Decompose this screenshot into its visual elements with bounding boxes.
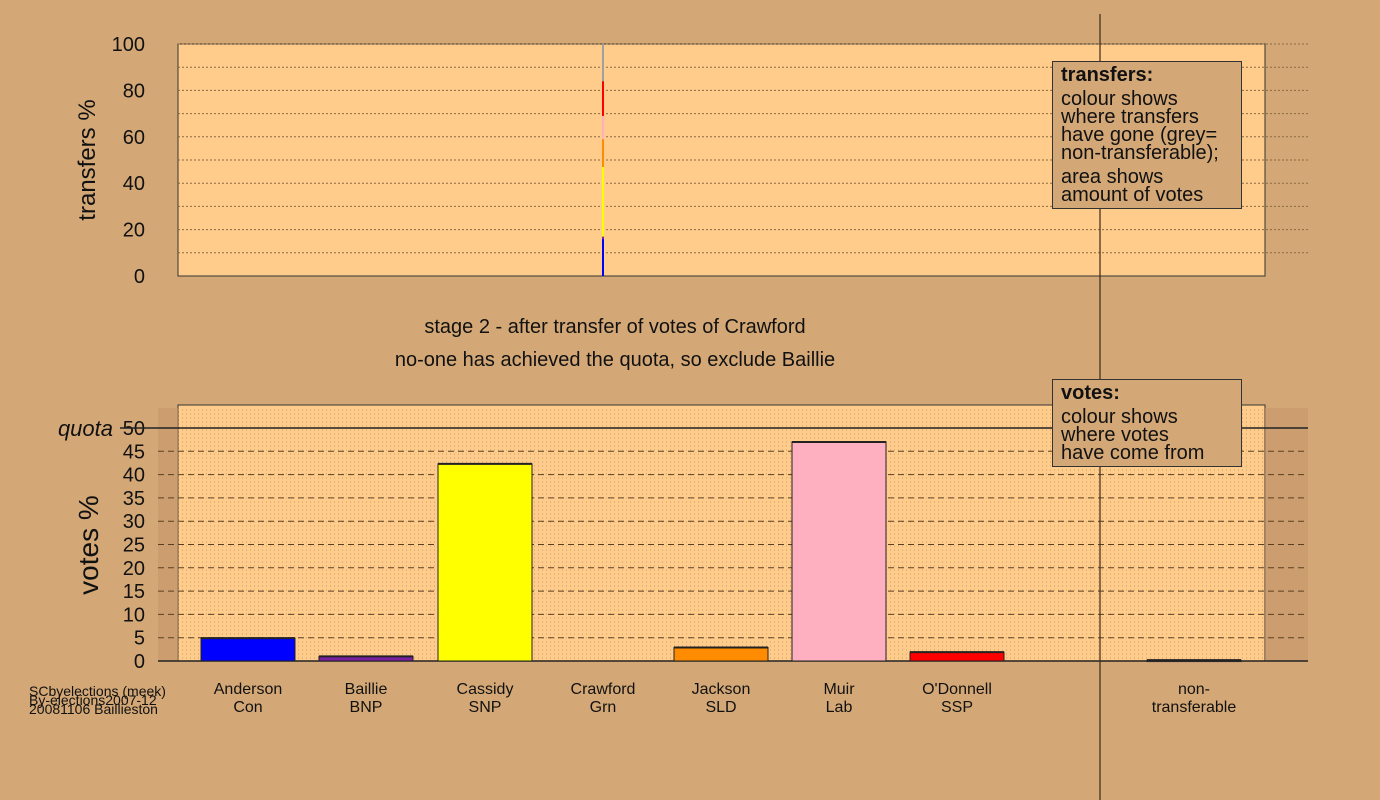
vote-bar <box>673 646 769 662</box>
candidate-name-label: Baillie <box>345 681 388 698</box>
candidate-party-label: SSP <box>941 699 973 716</box>
footer-line: SCbyelections (meek) <box>29 683 166 699</box>
candidate-name-label: non- <box>1178 681 1210 698</box>
votes-y-tick-label: 15 <box>123 581 145 603</box>
votes-legend-line: colour shows <box>1061 406 1178 428</box>
votes-y-axis-label: votes % <box>73 495 104 595</box>
transfer-segment <box>602 44 604 82</box>
votes-y-tick-label: 40 <box>123 465 145 487</box>
votes-legend-title: votes: <box>1061 382 1120 404</box>
candidate-name-label: Muir <box>823 681 855 698</box>
transfer-segment <box>602 238 604 276</box>
votes-left-margin <box>158 408 178 661</box>
transfers-y-tick-label: 100 <box>112 34 145 56</box>
votes-y-tick-label: 0 <box>134 651 145 673</box>
stage-title: stage 2 - after transfer of votes of Cra… <box>424 316 806 338</box>
transfers-y-tick-label: 20 <box>123 220 145 242</box>
candidate-party-label: BNP <box>350 699 383 716</box>
transfer-segment <box>602 115 604 140</box>
vote-bar <box>200 637 296 662</box>
candidate-name-label: Cassidy <box>457 681 514 698</box>
votes-y-tick-label: 10 <box>123 604 145 626</box>
transfers-legend: transfers: colour shows where transfers … <box>1052 61 1242 209</box>
votes-y-tick-label: 50 <box>123 418 145 440</box>
footer-line: 20081106 Baillieston <box>29 701 158 717</box>
candidate-party-label: SNP <box>469 699 502 716</box>
transfers-y-tick-label: 80 <box>123 80 145 102</box>
transfers-legend-line: area shows <box>1061 166 1164 188</box>
votes-y-tick-label: 30 <box>123 511 145 533</box>
transfers-legend-title: transfers: <box>1061 64 1154 86</box>
votes-right-margin <box>1265 408 1308 661</box>
candidate-party-label: Con <box>233 699 262 716</box>
transfers-legend-line: amount of votes <box>1061 184 1204 206</box>
vote-bar <box>437 463 533 662</box>
transfers-y-axis-label: transfers % <box>74 99 101 220</box>
votes-legend-line: have come from <box>1061 442 1205 464</box>
candidate-party-label: SLD <box>705 699 736 716</box>
vote-bar <box>909 651 1005 662</box>
transfers-y-tick-label: 0 <box>134 266 145 288</box>
candidate-name-label: Jackson <box>692 681 751 698</box>
votes-y-tick-label: 20 <box>123 558 145 580</box>
candidate-party-label: transferable <box>1152 699 1237 716</box>
votes-y-tick-label: 35 <box>123 488 145 510</box>
votes-y-tick-label: 45 <box>123 441 145 463</box>
transfer-segment <box>602 139 604 167</box>
transfers-y-tick-label: 60 <box>123 127 145 149</box>
quota-label: quota <box>58 416 113 441</box>
votes-legend: votes: colour shows where votes have com… <box>1052 379 1242 467</box>
footer-line: By-elections2007-12 <box>29 692 157 708</box>
candidate-party-label: Lab <box>826 699 853 716</box>
vote-bar <box>791 441 887 662</box>
candidate-name-label: Anderson <box>214 681 283 698</box>
transfers-legend-line: where transfers <box>1061 106 1199 128</box>
transfers-legend-line: have gone (grey= <box>1061 124 1218 146</box>
votes-y-tick-label: 5 <box>134 628 145 650</box>
votes-y-tick-label: 25 <box>123 535 145 557</box>
candidate-name-label: Crawford <box>571 681 636 698</box>
votes-legend-line: where votes <box>1061 424 1169 446</box>
candidate-party-label: Grn <box>590 699 617 716</box>
transfer-segment <box>602 166 604 237</box>
stage-subtitle: no-one has achieved the quota, so exclud… <box>394 349 836 371</box>
transfers-y-tick-label: 40 <box>123 173 145 195</box>
transfer-segment <box>602 236 604 239</box>
transfers-legend-line: colour shows <box>1061 88 1178 110</box>
transfer-segment <box>602 81 604 116</box>
candidate-name-label: O'Donnell <box>922 681 992 698</box>
transfers-legend-line: non-transferable); <box>1061 142 1219 164</box>
